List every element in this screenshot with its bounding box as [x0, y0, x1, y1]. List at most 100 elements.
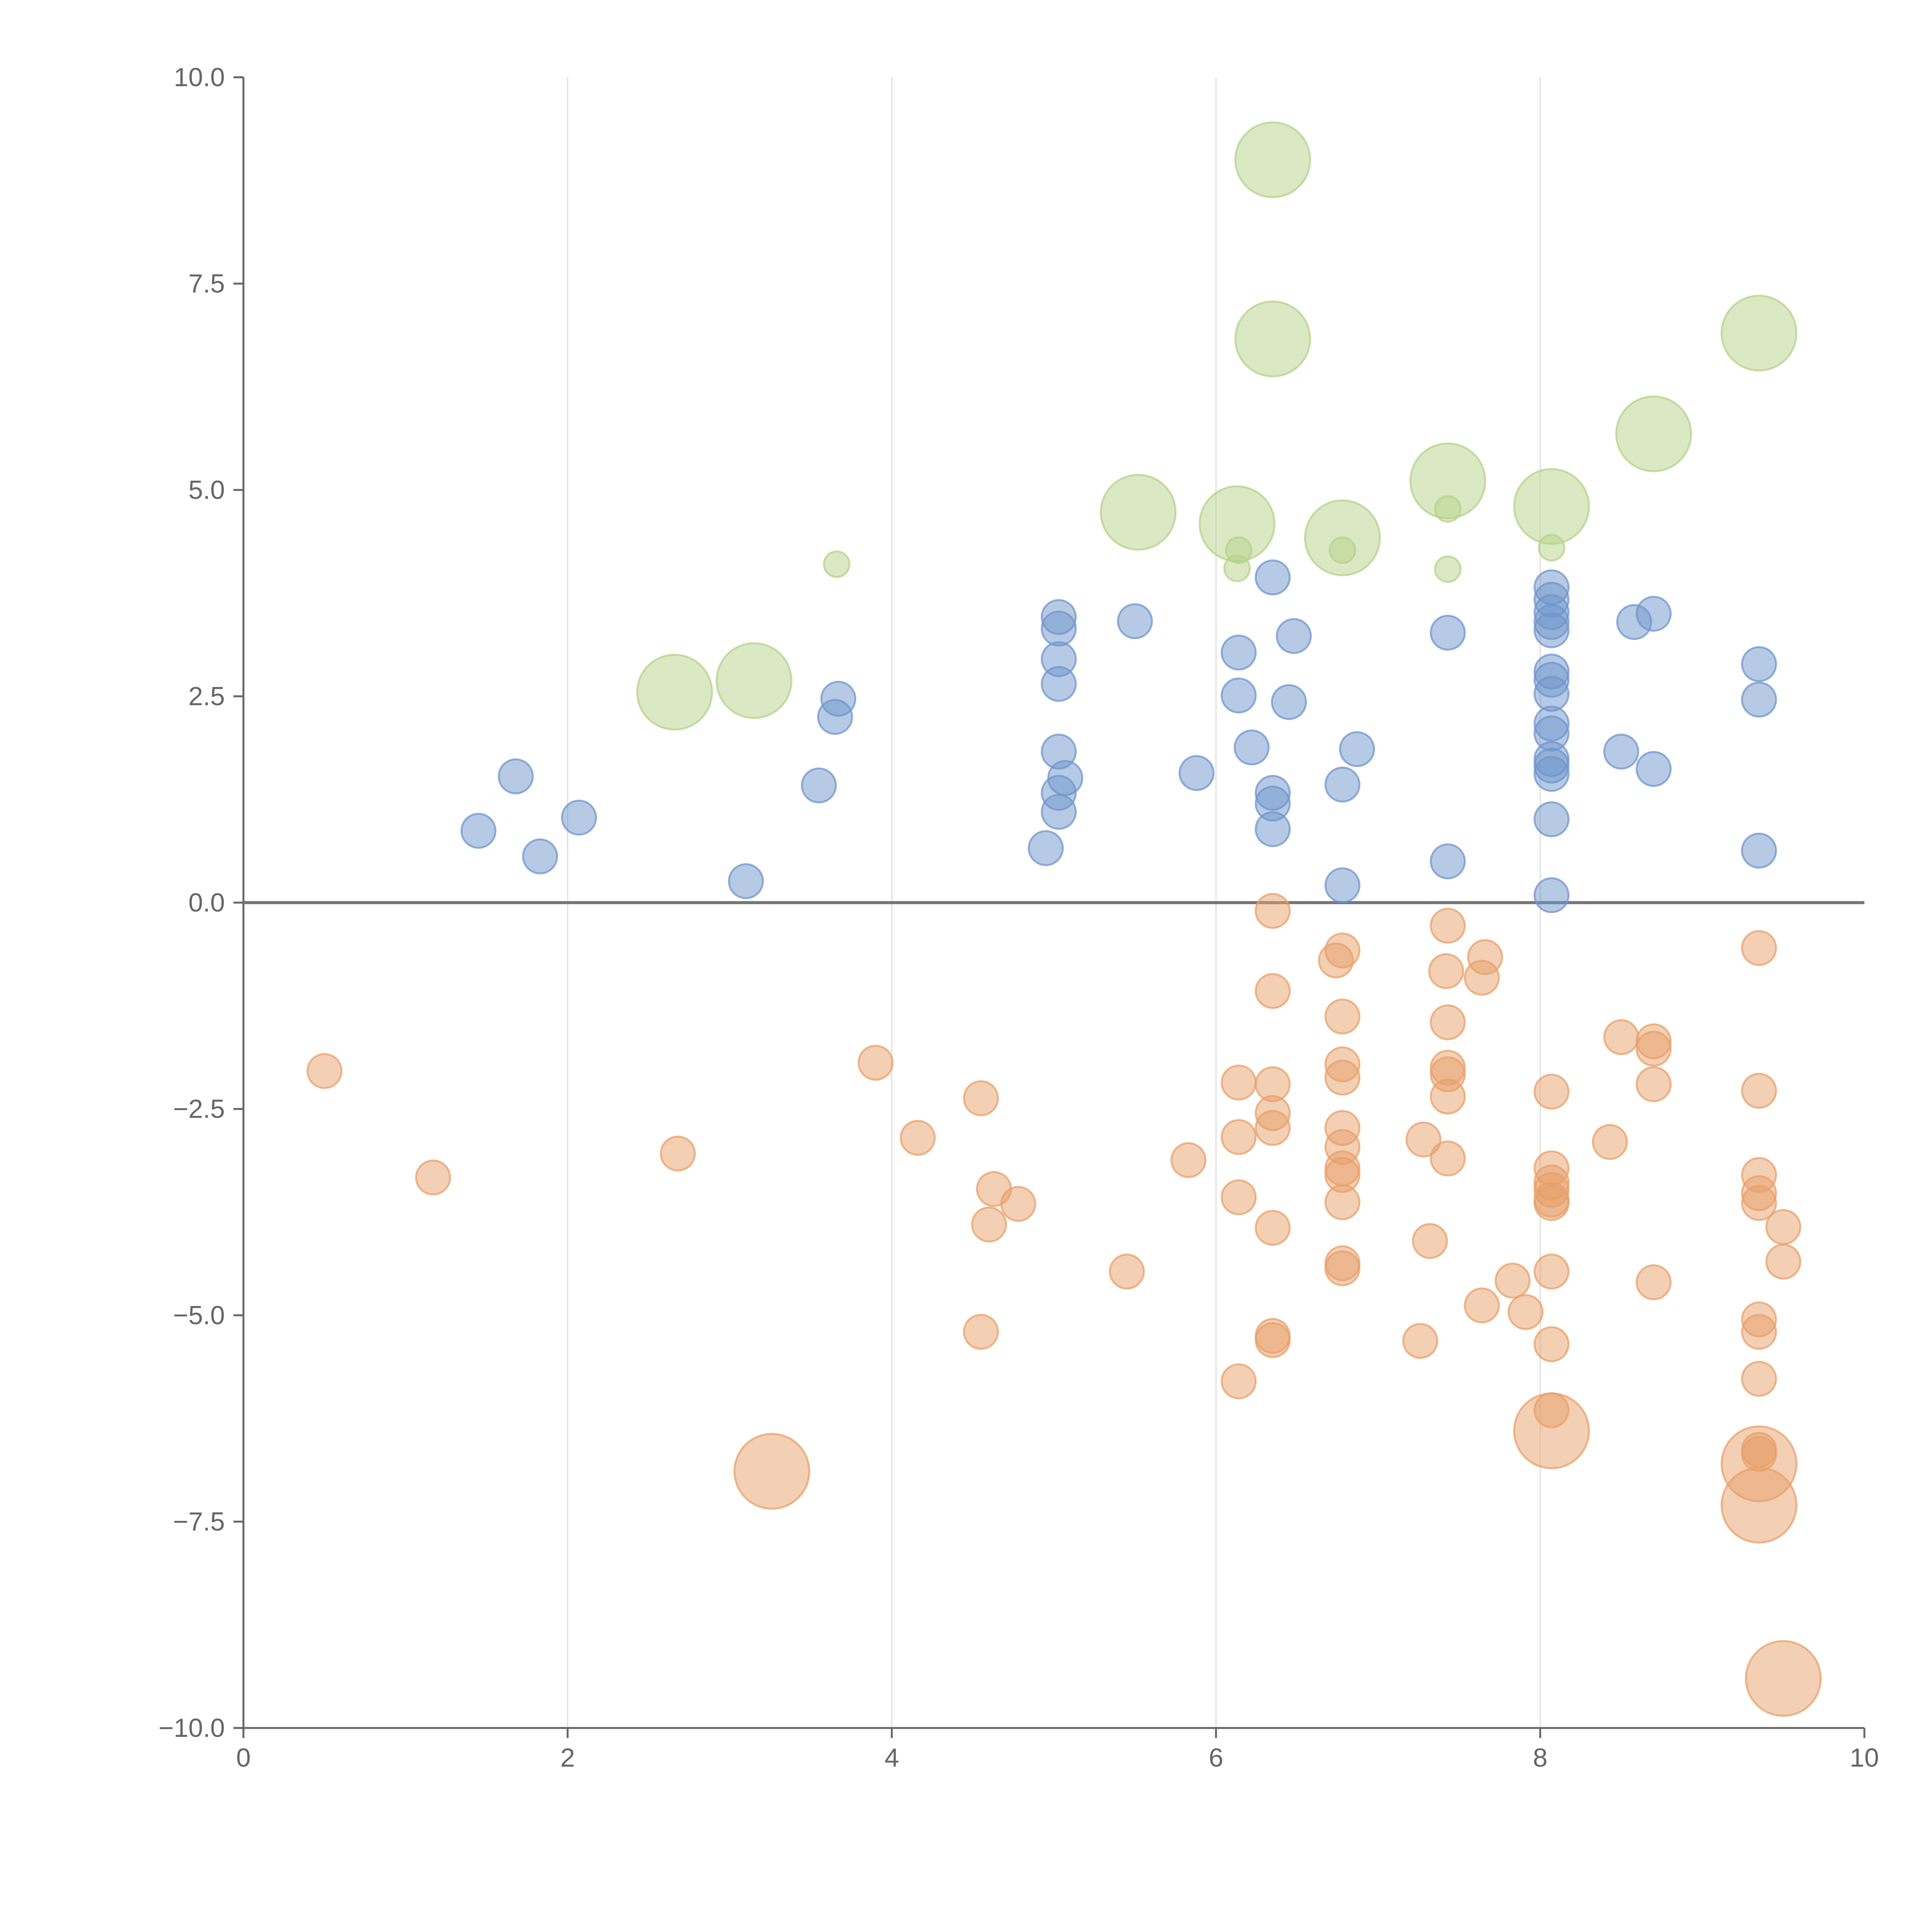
data-point [1276, 618, 1312, 654]
data-point [1533, 801, 1570, 837]
data-point [1109, 1253, 1145, 1290]
data-point [636, 654, 713, 731]
data-point [1255, 973, 1291, 1009]
data-point [728, 863, 764, 899]
data-point [1409, 442, 1486, 519]
data-point [1636, 751, 1672, 787]
data-point [561, 799, 597, 836]
data-point [1636, 1066, 1672, 1102]
data-point [1221, 1179, 1257, 1216]
data-point [1721, 1466, 1798, 1544]
data-point [1304, 499, 1381, 577]
data-point [1464, 1287, 1500, 1323]
data-point [1430, 1004, 1466, 1041]
data-point [1324, 998, 1361, 1035]
data-point [1430, 908, 1466, 944]
data-point [963, 1314, 999, 1350]
data-point [1402, 1323, 1439, 1359]
x-tick-label: 4 [884, 1743, 899, 1772]
x-tick-label: 6 [1209, 1743, 1223, 1772]
data-point [857, 1044, 894, 1081]
data-point [1741, 682, 1777, 718]
data-point [1117, 603, 1153, 639]
y-tick-label: 2.5 [188, 682, 225, 711]
data-point [1765, 1243, 1801, 1280]
data-point [1741, 832, 1777, 869]
y-tick-label: 7.5 [188, 269, 225, 298]
data-point [1741, 930, 1777, 966]
data-point [1199, 485, 1276, 562]
data-point [1495, 1262, 1531, 1299]
data-point [1513, 1392, 1590, 1469]
data-point [1170, 1142, 1207, 1178]
data-point [1741, 1185, 1777, 1221]
data-point [1533, 653, 1570, 690]
data-point [801, 767, 837, 804]
x-tick-label: 8 [1533, 1743, 1548, 1772]
data-point [1533, 1253, 1570, 1290]
data-point [1028, 830, 1064, 866]
y-tick-label: 5.0 [188, 475, 225, 505]
data-point [1324, 1060, 1361, 1096]
data-point [522, 838, 558, 874]
data-point [1041, 641, 1077, 677]
data-point [1234, 121, 1311, 198]
y-tick-label: −10.0 [158, 1713, 225, 1743]
data-point [1765, 1209, 1801, 1245]
axis-layer: 10.0 7.5 5.0 2.5 0.0 −2.5 −5.0 −7.5 −10.0 0 2 4 6 8 10 [158, 63, 1879, 1772]
data-point [1533, 569, 1570, 605]
x-tick-label: 0 [236, 1743, 251, 1772]
data-point [1405, 1121, 1442, 1158]
data-point [1430, 843, 1466, 879]
data-point [1324, 867, 1361, 903]
data-point [1741, 646, 1777, 682]
data-point [1221, 1065, 1257, 1101]
data-point [1636, 1264, 1672, 1301]
data-point [1636, 595, 1672, 632]
data-point [1741, 1073, 1777, 1109]
data-point [1430, 1078, 1466, 1115]
x-tick-label: 2 [560, 1743, 575, 1772]
data-point [1255, 893, 1291, 929]
data-point [1533, 1326, 1570, 1362]
data-point [1100, 474, 1177, 551]
data-point [1339, 731, 1375, 767]
data-point [1745, 1640, 1822, 1717]
data-point [1467, 939, 1503, 975]
data-point [1000, 1186, 1036, 1222]
data-point [306, 1053, 343, 1089]
data-point [1324, 767, 1361, 803]
bubble-layer [306, 121, 1822, 1717]
data-point [1430, 1140, 1466, 1177]
data-point [498, 758, 534, 794]
data-point [1255, 775, 1291, 811]
data-point [1533, 1073, 1570, 1110]
data-point [1041, 733, 1077, 770]
y-tick-label: −7.5 [173, 1507, 225, 1536]
data-point [1430, 615, 1466, 651]
data-point [1615, 395, 1692, 473]
data-point [1741, 1361, 1777, 1397]
data-point [733, 1433, 810, 1510]
data-point [900, 1120, 936, 1156]
data-point [660, 1135, 696, 1172]
data-point [1221, 1363, 1257, 1400]
data-point [1271, 684, 1307, 720]
data-point [1255, 1322, 1291, 1358]
data-point [1507, 1294, 1544, 1330]
data-point [1234, 300, 1311, 378]
data-point [820, 680, 857, 717]
data-point [1412, 1223, 1448, 1259]
data-point [415, 1159, 451, 1196]
data-point [1434, 555, 1462, 583]
data-point [1603, 1019, 1639, 1055]
data-point [1533, 877, 1570, 913]
data-point [1603, 733, 1639, 770]
data-point [823, 550, 850, 578]
y-tick-label: 0.0 [188, 888, 225, 917]
data-point [1221, 634, 1257, 671]
y-tick-label: −2.5 [173, 1094, 225, 1124]
data-point [1592, 1124, 1628, 1160]
